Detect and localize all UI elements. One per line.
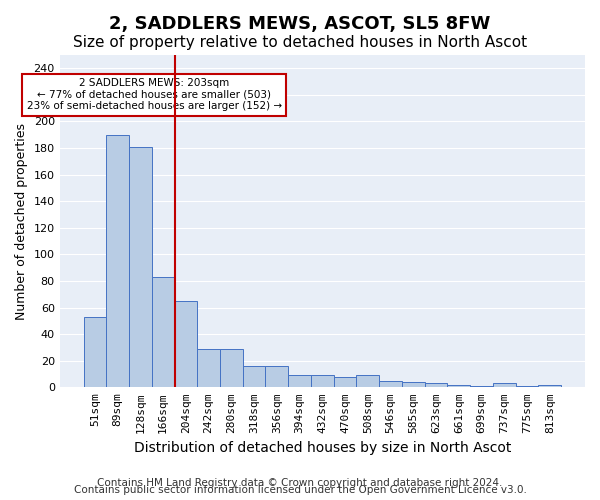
Bar — [106, 135, 129, 388]
Bar — [243, 366, 265, 388]
Bar — [356, 376, 379, 388]
Text: 2, SADDLERS MEWS, ASCOT, SL5 8FW: 2, SADDLERS MEWS, ASCOT, SL5 8FW — [109, 15, 491, 33]
Bar — [402, 382, 425, 388]
Bar — [83, 317, 106, 388]
Bar — [265, 366, 288, 388]
Bar — [515, 386, 538, 388]
Bar — [288, 376, 311, 388]
Bar — [220, 349, 243, 388]
Bar — [334, 376, 356, 388]
Bar — [470, 386, 493, 388]
Bar — [448, 384, 470, 388]
Bar — [175, 301, 197, 388]
Text: 2 SADDLERS MEWS: 203sqm
← 77% of detached houses are smaller (503)
23% of semi-d: 2 SADDLERS MEWS: 203sqm ← 77% of detache… — [26, 78, 282, 112]
Bar — [425, 384, 448, 388]
Bar — [538, 384, 561, 388]
Bar — [493, 384, 515, 388]
Bar — [197, 349, 220, 388]
Text: Contains public sector information licensed under the Open Government Licence v3: Contains public sector information licen… — [74, 485, 526, 495]
Bar — [152, 277, 175, 388]
X-axis label: Distribution of detached houses by size in North Ascot: Distribution of detached houses by size … — [134, 441, 511, 455]
Y-axis label: Number of detached properties: Number of detached properties — [15, 122, 28, 320]
Bar — [311, 376, 334, 388]
Text: Size of property relative to detached houses in North Ascot: Size of property relative to detached ho… — [73, 35, 527, 50]
Text: Contains HM Land Registry data © Crown copyright and database right 2024.: Contains HM Land Registry data © Crown c… — [97, 478, 503, 488]
Bar — [129, 146, 152, 388]
Bar — [379, 380, 402, 388]
